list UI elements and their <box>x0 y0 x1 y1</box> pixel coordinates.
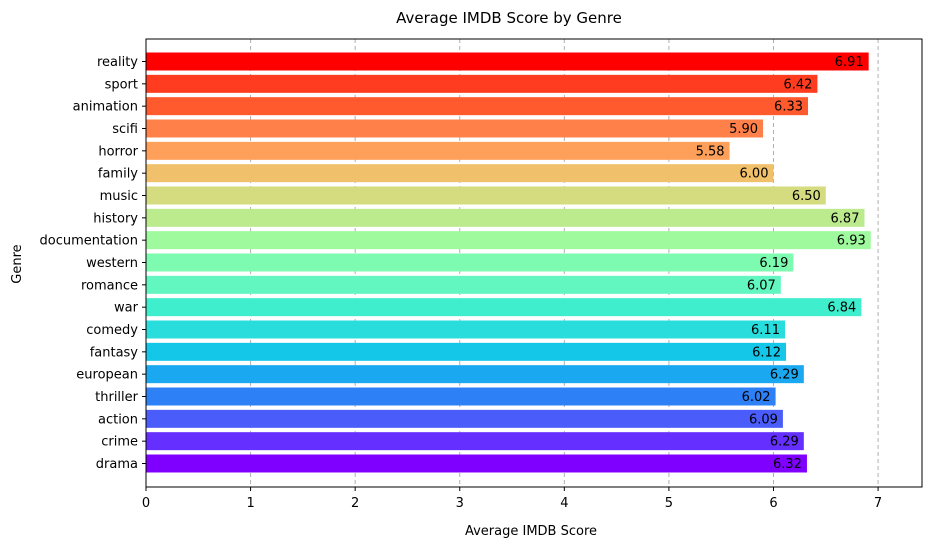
y-tick-label: sport <box>105 77 138 92</box>
y-tick-label: crime <box>101 435 138 450</box>
value-label: 6.19 <box>759 256 788 271</box>
y-tick-label: war <box>114 301 139 316</box>
bar-war <box>146 298 862 317</box>
bar-western <box>146 253 794 272</box>
bar-scifi <box>146 119 764 138</box>
bar-european <box>146 365 804 384</box>
value-label: 6.33 <box>774 100 803 115</box>
y-tick-label: action <box>98 412 138 427</box>
bar-reality <box>146 52 869 71</box>
bar-horror <box>146 141 730 160</box>
value-label: 5.58 <box>696 144 725 159</box>
value-label: 6.32 <box>773 457 802 472</box>
value-label: 6.84 <box>827 301 856 316</box>
bar-fantasy <box>146 342 787 361</box>
y-axis-title: Genre <box>10 244 25 283</box>
bar-action <box>146 409 783 428</box>
value-label: 6.29 <box>770 435 799 450</box>
y-tick-label: family <box>98 167 138 182</box>
value-label: 6.42 <box>783 77 812 92</box>
x-tick-label: 7 <box>874 496 882 511</box>
value-label: 6.11 <box>751 323 780 338</box>
bar-comedy <box>146 320 785 339</box>
bar-history <box>146 208 865 227</box>
bar-documentation <box>146 231 871 250</box>
y-tick-label: western <box>86 256 138 271</box>
plot-frame <box>145 38 923 488</box>
x-tick-label: 6 <box>769 496 777 511</box>
bar-drama <box>146 454 807 473</box>
y-tick-label: comedy <box>86 323 138 338</box>
bars: 6.91 6.42 6.33 5.90 5.58 6.00 6.50 6.87 6.93 6.19… <box>146 52 871 473</box>
y-tick-label: history <box>93 211 138 226</box>
bar-thriller <box>146 387 776 406</box>
value-label: 6.91 <box>835 55 864 70</box>
value-label: 5.90 <box>729 122 758 137</box>
value-label: 6.93 <box>837 234 866 249</box>
value-label: 6.12 <box>752 345 781 360</box>
value-label: 6.07 <box>747 278 776 293</box>
bar-music <box>146 186 826 205</box>
x-tick-label: 4 <box>560 496 568 511</box>
y-tick-label: fantasy <box>90 345 139 360</box>
value-label: 6.00 <box>740 167 769 182</box>
bar-romance <box>146 275 781 294</box>
y-tick-label: drama <box>96 457 138 472</box>
y-tick-label: romance <box>81 278 138 293</box>
y-tick-label: horror <box>98 144 138 159</box>
axes: reality sport animation scifi horror family mu… <box>40 38 923 511</box>
x-tick-label: 0 <box>142 496 150 511</box>
value-label: 6.87 <box>831 211 860 226</box>
y-tick-label: music <box>100 189 138 204</box>
y-tick-label: animation <box>73 100 138 115</box>
value-label: 6.29 <box>770 368 799 383</box>
value-label: 6.09 <box>749 412 778 427</box>
bar-animation <box>146 97 809 116</box>
bar-crime <box>146 432 804 451</box>
x-tick-label: 1 <box>246 496 254 511</box>
x-tick-label: 3 <box>456 496 464 511</box>
x-tick-label: 5 <box>665 496 673 511</box>
x-axis-title: Average IMDB Score <box>465 524 597 539</box>
x-tick-label: 2 <box>351 496 359 511</box>
bar-sport <box>146 74 818 93</box>
value-label: 6.02 <box>742 390 771 405</box>
y-tick-label: documentation <box>40 234 138 249</box>
chart-title: Average IMDB Score by Genre <box>396 9 622 27</box>
y-tick-label: european <box>76 368 138 383</box>
y-tick-label: thriller <box>95 390 139 405</box>
y-tick-label: scifi <box>112 122 138 137</box>
y-tick-label: reality <box>97 55 138 70</box>
value-label: 6.50 <box>792 189 821 204</box>
bar-family <box>146 164 774 183</box>
